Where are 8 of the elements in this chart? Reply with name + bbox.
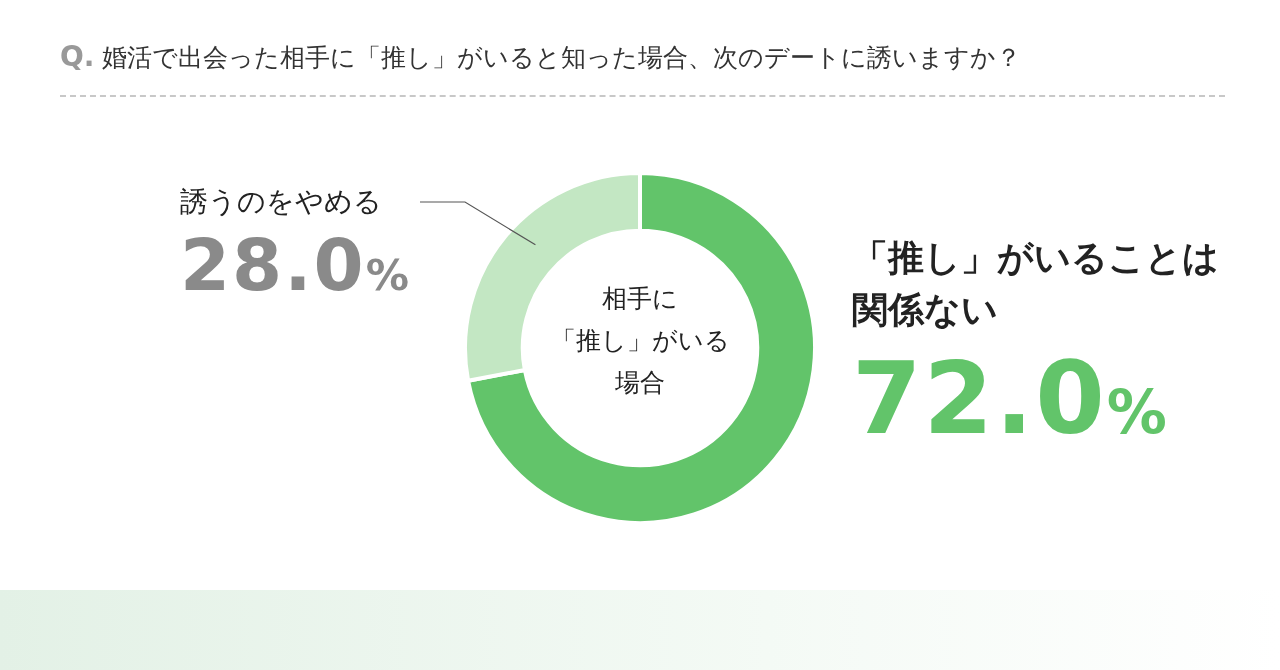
- data-label: 28.0%: [180, 223, 411, 307]
- slice-label: 「推し」がいることは関係ない: [852, 236, 1220, 332]
- text: 「推し」がいる: [549, 325, 731, 357]
- chart-title: Q. 婚活で出会った相手に「推し」がいると知った場合、次のデートに誘いますか？: [60, 40, 1022, 74]
- text: 場合: [614, 367, 666, 399]
- slice-label: 誘うのをやめる: [180, 184, 383, 220]
- data-label: 72.0%: [852, 340, 1169, 457]
- text: 相手に: [601, 283, 679, 315]
